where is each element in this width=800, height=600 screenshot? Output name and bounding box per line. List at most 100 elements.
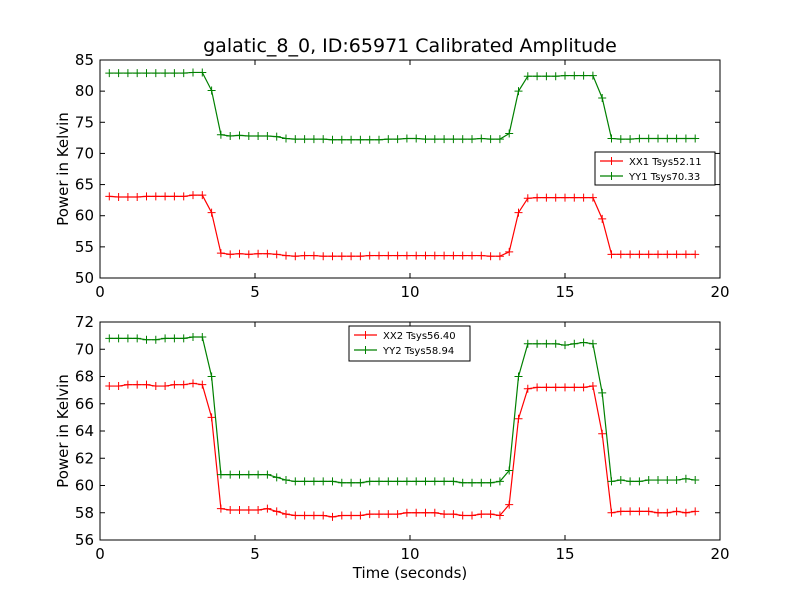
data-point xyxy=(226,506,235,515)
data-point xyxy=(319,477,328,486)
data-point xyxy=(123,334,132,343)
data-point xyxy=(216,249,225,258)
y-axis-title: Power in Kelvin xyxy=(54,112,72,226)
data-point xyxy=(189,379,197,388)
data-point xyxy=(347,252,356,261)
data-point xyxy=(421,135,430,144)
data-point xyxy=(458,511,467,520)
data-point xyxy=(263,131,272,140)
data-point xyxy=(123,193,132,202)
data-point xyxy=(533,193,542,202)
data-point xyxy=(328,252,337,261)
data-point xyxy=(691,507,700,516)
x-tick-label: 20 xyxy=(710,283,729,301)
data-point xyxy=(170,334,179,343)
data-point xyxy=(207,208,216,217)
data-point xyxy=(468,511,476,520)
data-point xyxy=(486,252,495,261)
data-point xyxy=(681,508,690,517)
data-point xyxy=(561,193,569,202)
data-point xyxy=(114,193,123,202)
data-point xyxy=(337,511,346,520)
data-point xyxy=(375,251,383,260)
data-point xyxy=(421,251,430,260)
data-point xyxy=(579,193,588,202)
data-point xyxy=(272,250,281,259)
data-point xyxy=(495,135,504,144)
series-line xyxy=(109,194,696,257)
data-point xyxy=(644,134,653,143)
data-point xyxy=(282,510,290,519)
data-point xyxy=(523,339,532,348)
data-point xyxy=(328,477,337,486)
data-point xyxy=(319,135,328,144)
data-point xyxy=(365,135,374,144)
data-point xyxy=(430,508,439,517)
data-point xyxy=(495,511,504,520)
data-point xyxy=(216,504,225,513)
data-point xyxy=(635,507,644,516)
data-point xyxy=(161,382,170,391)
chart-title: galatic_8_0, ID:65971 Calibrated Amplitu… xyxy=(203,35,617,57)
data-point xyxy=(114,382,123,391)
y-tick-label: 56 xyxy=(75,531,94,549)
data-point xyxy=(421,508,430,517)
x-tick-label: 5 xyxy=(250,283,260,301)
data-point xyxy=(672,250,681,259)
data-point xyxy=(412,251,421,260)
legend-box xyxy=(594,151,716,186)
data-point xyxy=(542,193,551,202)
data-point xyxy=(114,69,123,78)
data-point xyxy=(365,251,374,260)
data-point xyxy=(449,477,458,486)
data-point xyxy=(114,334,123,343)
data-point xyxy=(672,476,681,485)
data-point xyxy=(551,383,560,392)
data-point xyxy=(412,477,421,486)
data-point xyxy=(198,380,207,389)
data-point xyxy=(588,193,597,202)
series-2 xyxy=(105,68,700,144)
data-point xyxy=(347,135,356,144)
data-point xyxy=(421,477,430,486)
data-point xyxy=(337,252,346,261)
x-tick-label: 0 xyxy=(95,545,105,563)
data-point xyxy=(300,511,309,520)
legend-marker xyxy=(607,172,616,180)
y-tick-label: 64 xyxy=(75,422,94,440)
x-axis-title: Time (seconds) xyxy=(352,564,468,582)
data-point xyxy=(579,71,588,80)
data-point xyxy=(356,135,365,144)
data-point xyxy=(402,251,411,260)
data-point xyxy=(105,382,114,391)
data-point xyxy=(588,339,597,348)
data-point xyxy=(105,334,114,343)
legend-marker xyxy=(361,331,370,339)
data-point xyxy=(505,129,514,138)
data-point xyxy=(189,191,197,200)
x-tick-label: 10 xyxy=(400,545,419,563)
data-point xyxy=(672,507,681,516)
data-point xyxy=(309,511,318,520)
data-point xyxy=(607,134,616,143)
data-point xyxy=(123,380,132,389)
y-tick-label: 70 xyxy=(75,340,94,358)
data-point xyxy=(291,511,300,520)
y-tick-label: 58 xyxy=(75,504,94,522)
data-point xyxy=(356,252,365,261)
data-point xyxy=(365,477,374,486)
data-point xyxy=(477,134,486,143)
data-point xyxy=(263,249,272,258)
data-point xyxy=(514,208,523,217)
data-point xyxy=(161,192,170,201)
data-point xyxy=(672,134,681,143)
data-point xyxy=(514,414,523,423)
data-point xyxy=(533,339,542,348)
data-point xyxy=(468,251,476,260)
data-point xyxy=(235,470,244,479)
data-point xyxy=(291,477,300,486)
data-point xyxy=(691,134,700,143)
data-point xyxy=(570,339,579,348)
data-point xyxy=(337,135,346,144)
